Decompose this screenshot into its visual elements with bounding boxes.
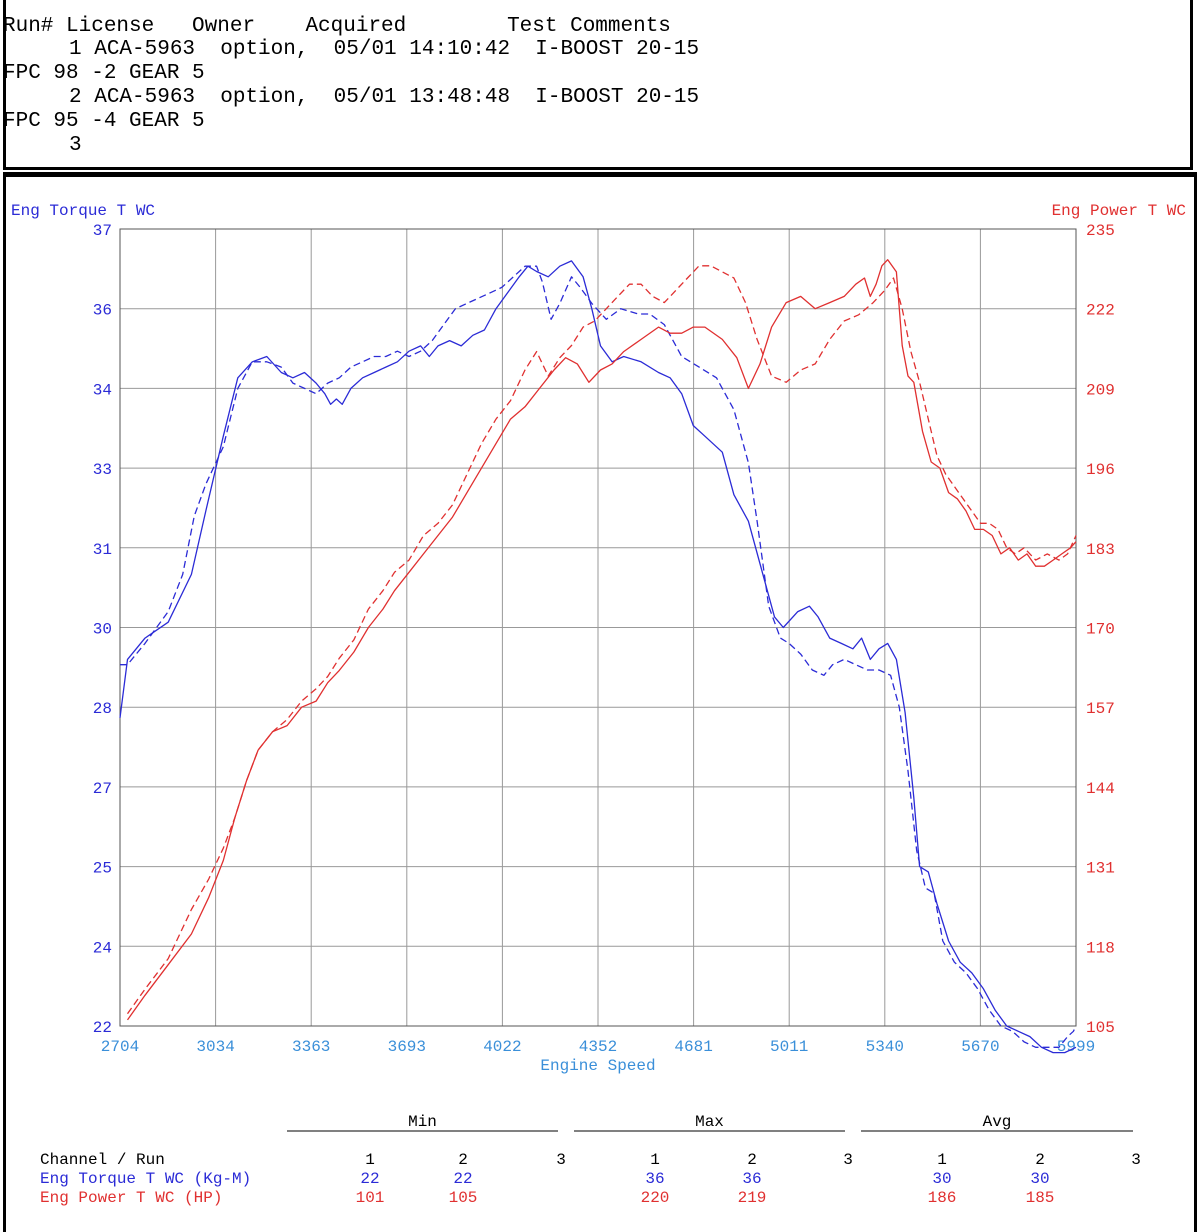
y-right-tick-label: 235	[1086, 222, 1115, 240]
chart-frame	[3, 172, 1197, 1232]
table-cell-min: 101	[356, 1189, 385, 1207]
x-tick-label: 5999	[1057, 1038, 1095, 1056]
y-right-tick-label: 131	[1086, 860, 1115, 878]
power-run-2-line	[126, 265, 1077, 1015]
table-run-number: 3	[1131, 1151, 1141, 1169]
x-axis-title: Engine Speed	[540, 1057, 655, 1075]
table-cell-min: 22	[453, 1170, 472, 1188]
x-tick-label: 5011	[770, 1038, 808, 1056]
table-cell-max: 219	[738, 1189, 767, 1207]
table-cell-max: 36	[645, 1170, 664, 1188]
y-right-axis-title: Eng Power T WC	[1052, 202, 1186, 220]
y-left-axis-title: Eng Torque T WC	[11, 202, 155, 220]
table-group-max: Max	[695, 1113, 724, 1131]
table-cell-min: 105	[449, 1189, 478, 1207]
table-run-number: 1	[650, 1151, 660, 1169]
x-tick-label: 2704	[101, 1038, 139, 1056]
y-right-tick-label: 209	[1086, 381, 1115, 399]
table-run-number: 3	[843, 1151, 853, 1169]
table-row-label: Eng Torque T WC (Kg-M)	[40, 1170, 251, 1188]
run-2-line: 2 ACA-5963 option, 05/01 13:48:48 I-BOOS…	[6, 86, 700, 109]
table-cell-avg: 30	[1030, 1170, 1049, 1188]
run-2-comment: FPC 95 -4 GEAR 5	[3, 110, 205, 133]
table-cell-avg: 185	[1026, 1189, 1055, 1207]
table-cell-max: 220	[641, 1189, 670, 1207]
power-run-1-line	[126, 259, 1077, 1021]
y-left-tick-label: 24	[93, 939, 112, 957]
y-left-tick-label: 31	[93, 541, 112, 559]
y-left-tick-label: 22	[93, 1019, 112, 1037]
table-run-number: 1	[937, 1151, 947, 1169]
y-right-tick-label: 196	[1086, 461, 1115, 479]
x-tick-label: 3363	[292, 1038, 330, 1056]
table-group-min: Min	[408, 1113, 437, 1131]
y-left-tick-label: 28	[93, 700, 112, 718]
table-cell-avg: 186	[928, 1189, 957, 1207]
run-columns-header: Run# License Owner Acquired Test Comment…	[3, 15, 671, 38]
x-tick-label: 4681	[674, 1038, 712, 1056]
y-left-tick-label: 33	[93, 461, 112, 479]
table-run-number: 3	[556, 1151, 566, 1169]
y-right-tick-label: 170	[1086, 621, 1115, 639]
y-left-tick-label: 34	[93, 381, 112, 399]
torque-run-2-line	[120, 265, 1077, 1048]
table-cell-min: 22	[360, 1170, 379, 1188]
run-1-line: 1 ACA-5963 option, 05/01 14:10:42 I-BOOS…	[6, 38, 700, 61]
table-cell-avg: 30	[932, 1170, 951, 1188]
y-right-tick-label: 144	[1086, 780, 1115, 798]
y-left-tick-label: 37	[93, 222, 112, 240]
table-header-label: Channel / Run	[40, 1151, 165, 1169]
y-right-tick-label: 157	[1086, 700, 1115, 718]
plot-area	[119, 228, 1077, 1027]
run-3-line: 3	[6, 134, 82, 157]
y-left-tick-label: 36	[93, 302, 112, 320]
y-right-tick-label: 183	[1086, 541, 1115, 559]
x-tick-label: 5670	[961, 1038, 999, 1056]
table-row-label: Eng Power T WC (HP)	[40, 1189, 222, 1207]
x-tick-label: 4352	[579, 1038, 617, 1056]
x-tick-label: 4022	[483, 1038, 521, 1056]
table-group-avg: Avg	[983, 1113, 1012, 1131]
run-1-comment: FPC 98 -2 GEAR 5	[3, 62, 205, 85]
table-cell-max: 36	[742, 1170, 761, 1188]
y-right-tick-label: 222	[1086, 302, 1115, 320]
x-tick-label: 5340	[866, 1038, 904, 1056]
x-tick-label: 3034	[196, 1038, 234, 1056]
y-right-tick-label: 105	[1086, 1019, 1115, 1037]
x-tick-label: 3693	[388, 1038, 426, 1056]
run-info-header	[3, 0, 1193, 170]
torque-run-1-line	[119, 260, 1077, 1054]
y-left-tick-label: 25	[93, 860, 112, 878]
table-run-number: 2	[458, 1151, 468, 1169]
y-left-tick-label: 30	[93, 621, 112, 639]
y-right-tick-label: 118	[1086, 939, 1115, 957]
table-run-number: 2	[747, 1151, 757, 1169]
table-run-number: 2	[1035, 1151, 1045, 1169]
y-left-tick-label: 27	[93, 780, 112, 798]
table-run-number: 1	[365, 1151, 375, 1169]
